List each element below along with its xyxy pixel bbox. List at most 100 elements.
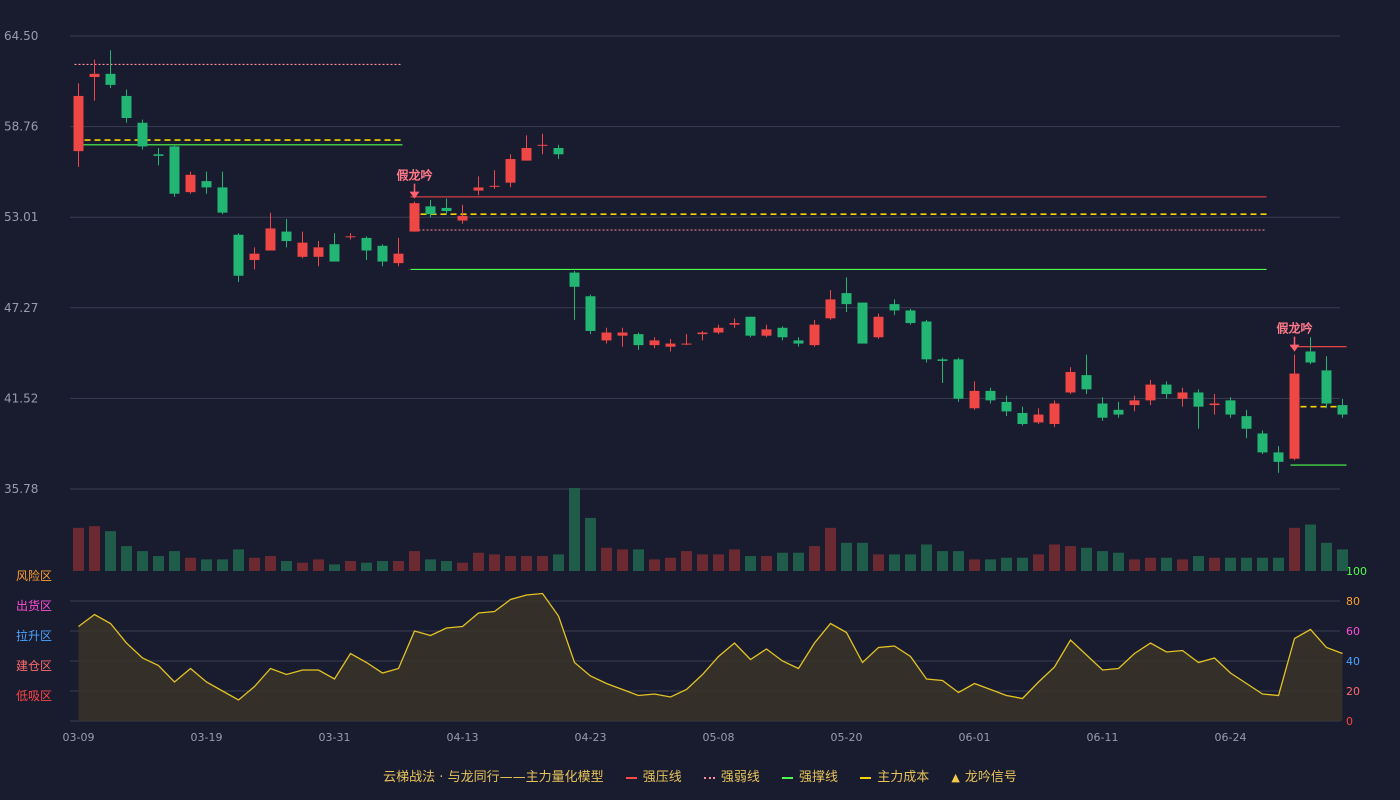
candle-body xyxy=(1161,384,1172,395)
date-tick-label: 03-09 xyxy=(63,731,95,744)
volume-bar xyxy=(233,549,244,571)
candle-body xyxy=(681,343,692,345)
legend-item-cost[interactable]: 主力成本 xyxy=(860,766,929,785)
candle xyxy=(281,218,292,248)
volume-bar xyxy=(1065,546,1076,571)
candle-body xyxy=(89,73,100,78)
volume-bar xyxy=(937,551,948,571)
candle-body xyxy=(1097,403,1108,418)
volume-bar xyxy=(969,559,980,571)
candle-body xyxy=(457,215,468,221)
candle xyxy=(1113,401,1124,418)
candle xyxy=(1017,406,1028,426)
candle xyxy=(201,171,212,194)
candle-body xyxy=(1241,416,1252,429)
volume-bar xyxy=(521,556,532,571)
oscillator-tick-label: 0 xyxy=(1346,715,1353,728)
oscillator-tick-label: 60 xyxy=(1346,625,1360,638)
candle-body xyxy=(185,174,196,193)
volume-bar xyxy=(585,517,596,571)
candle-body xyxy=(665,343,676,347)
volume-bar xyxy=(105,531,116,571)
candle xyxy=(921,319,932,363)
legend-item-signal[interactable]: ▲ 龙吟信号 xyxy=(951,770,1017,785)
volume-bar xyxy=(1273,557,1284,571)
volume-bar xyxy=(809,546,820,571)
candle xyxy=(569,271,580,320)
volume-bar xyxy=(1145,557,1156,571)
candle xyxy=(185,171,196,194)
oscillator-tick-label: 20 xyxy=(1346,685,1360,698)
candle-body xyxy=(1209,403,1220,406)
candle-body xyxy=(153,154,164,156)
oscillator-tick-label: 100 xyxy=(1346,565,1367,578)
volume-bar xyxy=(537,556,548,571)
volume-bar xyxy=(473,552,484,571)
volume-bar xyxy=(841,542,852,571)
signal-marker: 假龙吟 xyxy=(1276,321,1313,352)
candle xyxy=(73,83,84,167)
candle xyxy=(873,313,884,339)
candle-body xyxy=(649,340,660,346)
candle-body xyxy=(761,329,772,336)
volume-bar xyxy=(713,554,724,571)
legend-item-support[interactable]: 强撑线 xyxy=(782,766,838,785)
candle-body xyxy=(1033,414,1044,423)
candle xyxy=(777,326,788,341)
volume-bar xyxy=(569,488,580,571)
volume-bar xyxy=(345,561,356,571)
legend-item-resistance[interactable]: 强压线 xyxy=(625,766,682,785)
candle-body xyxy=(281,231,292,242)
volume-bar xyxy=(1177,559,1188,571)
candle-body xyxy=(121,95,132,119)
candle xyxy=(105,50,116,89)
arrow-down-icon xyxy=(409,191,420,199)
volume-bar xyxy=(857,542,868,571)
volume-bar xyxy=(601,547,612,571)
candle-body xyxy=(969,390,980,409)
candle xyxy=(745,316,756,338)
price-tick-label: 41.52 xyxy=(4,391,38,405)
legend-item-strength[interactable]: 强弱线 xyxy=(703,766,760,785)
candle xyxy=(393,237,404,267)
zone-label: 出货区 xyxy=(16,598,52,613)
candle xyxy=(1145,379,1156,406)
support-resistance-lines xyxy=(74,63,1347,466)
candle-body xyxy=(1145,384,1156,401)
price-tick-label: 53.01 xyxy=(4,210,38,224)
volume-bar xyxy=(777,552,788,571)
signal-label: 假龙吟 xyxy=(396,168,432,183)
date-tick-label: 06-24 xyxy=(1215,731,1247,744)
volume-bar xyxy=(457,562,468,571)
volume-bar xyxy=(1049,544,1060,571)
volume-bar xyxy=(729,549,740,571)
candle-body xyxy=(1113,409,1124,415)
candle-body xyxy=(137,122,148,147)
candle-body xyxy=(873,316,884,338)
volume-bar xyxy=(73,527,84,571)
candle xyxy=(729,318,740,328)
candle-body xyxy=(953,359,964,399)
arrow-down-icon xyxy=(1289,344,1300,352)
volume-bar xyxy=(201,559,212,571)
oscillator xyxy=(78,592,1343,721)
volume-bar xyxy=(1161,557,1172,571)
volume-bar xyxy=(1129,559,1140,571)
oscillator-tick-label: 40 xyxy=(1346,655,1360,668)
candle xyxy=(1241,409,1252,439)
candle-body xyxy=(73,95,84,152)
candle-body xyxy=(569,272,580,287)
volume-bar xyxy=(1321,542,1332,571)
candle-body xyxy=(1001,401,1012,412)
candle-body xyxy=(809,324,820,346)
volume-bar xyxy=(1017,557,1028,571)
candle xyxy=(345,233,356,240)
candle xyxy=(1129,395,1140,412)
volume-bar xyxy=(1033,554,1044,571)
volume-bar xyxy=(425,559,436,571)
price-tick-label: 47.27 xyxy=(4,301,38,315)
candle xyxy=(1161,381,1172,399)
volume-bar xyxy=(249,557,260,571)
candle xyxy=(617,327,628,347)
